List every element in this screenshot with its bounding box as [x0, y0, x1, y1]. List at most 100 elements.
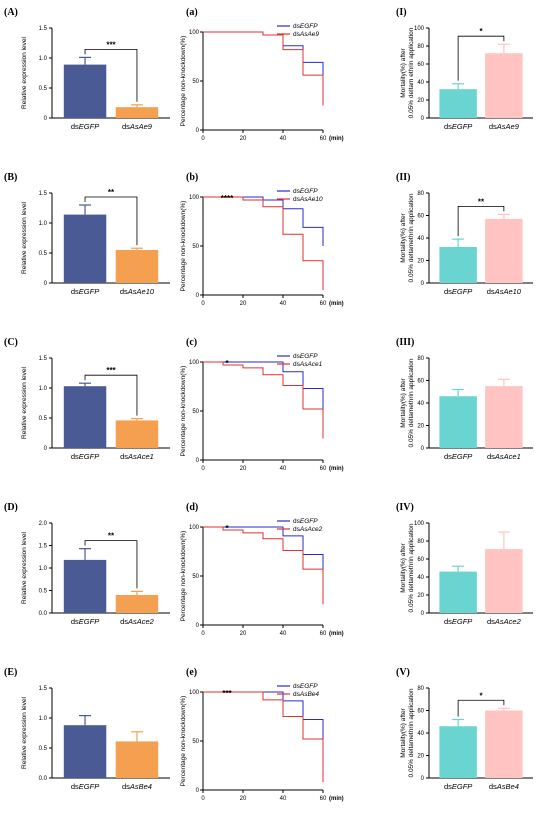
- survival-chart-b: (b) 0 50 100 0 20 40 60 (min) Percentage non-knoc…: [180, 172, 344, 307]
- y-axis-label-group: Mortality(%) after 0.05% deltamethrin app…: [400, 193, 415, 282]
- y-tick-label: 40: [417, 80, 424, 86]
- x-category-label: dsAsAe10: [487, 287, 522, 296]
- bar-chart-D: (D) 0.0 0.5 1.0 1.5 2.0 Relative expression le…: [4, 502, 170, 626]
- y-tick-label: 20: [417, 259, 424, 265]
- y-tick-label: 0: [196, 623, 200, 629]
- category-prefix: ds: [487, 452, 495, 461]
- category-prefix: ds: [487, 287, 495, 296]
- panel-label: (II): [396, 172, 410, 183]
- y-tick-label: 80: [417, 356, 424, 362]
- x-axis-unit: (min): [329, 136, 344, 142]
- y-axis-label-group: Percentage non-knockdown(%): [180, 36, 187, 127]
- series-line: [203, 691, 324, 783]
- x-category-label: dsEGFP: [444, 122, 472, 131]
- x-category-label: dsEGFP: [71, 617, 99, 626]
- significance-marker: **: [478, 197, 485, 206]
- x-category-label: dsEGFP: [71, 782, 99, 791]
- x-tick-label: 0: [201, 301, 205, 307]
- y-tick-label: 20: [417, 98, 424, 104]
- category-prefix: ds: [71, 617, 79, 626]
- y-tick-label: 1.0: [39, 386, 48, 392]
- y-tick-label: 1.0: [39, 566, 48, 572]
- significance-bracket: [84, 540, 138, 589]
- bar: [115, 741, 159, 778]
- bar: [485, 386, 523, 448]
- y-tick-label: 0: [421, 281, 425, 287]
- bar-chart-A: (A) 0 0.5 1.0 1.5 Relative expression level ds…: [4, 7, 170, 131]
- x-category-label: dsEGFP: [444, 617, 472, 626]
- y-tick-label: 1.5: [39, 26, 48, 32]
- category-name: AsAce2: [494, 617, 522, 626]
- y-tick-label: 1.5: [39, 191, 48, 197]
- category-prefix: ds: [71, 452, 79, 461]
- y-tick-label: 0: [44, 446, 48, 452]
- y-tick-label: 50: [192, 244, 199, 250]
- significance-bracket: [457, 699, 505, 717]
- x-axis-unit: (min): [329, 796, 344, 802]
- y-tick-label: 0.5: [39, 416, 48, 422]
- x-category-label: dsEGFP: [444, 452, 472, 461]
- y-tick-label: 0: [421, 446, 425, 452]
- bar: [115, 420, 159, 448]
- y-tick-label: 60: [417, 379, 424, 385]
- y-tick-label: 0.5: [39, 251, 48, 257]
- category-name: AsAe9: [496, 122, 520, 131]
- y-axis-label-group: Relative expression level: [21, 697, 28, 769]
- panel-label: (III): [396, 337, 414, 348]
- y-tick-label: 50: [192, 79, 199, 85]
- legend-name: AsBe4: [299, 691, 320, 698]
- legend-prefix: ds: [293, 353, 301, 360]
- y-tick-label: 40: [417, 575, 424, 581]
- legend-name: AsAe10: [299, 196, 323, 203]
- panel-label: (E): [4, 667, 17, 678]
- y-tick-label: 40: [417, 731, 424, 737]
- y-tick-label: 0: [196, 458, 200, 464]
- y-tick-label: 0.5: [39, 86, 48, 92]
- legend-prefix: ds: [293, 683, 301, 690]
- legend-name: EGFP: [300, 518, 318, 525]
- significance-marker: ***: [106, 366, 116, 375]
- y-tick-label: 60: [417, 62, 424, 68]
- significance-bracket: [84, 49, 138, 102]
- y-axis-label-group: Mortality(%) after 0.05% deltamethrin app…: [400, 523, 415, 612]
- y-tick-label: 0: [44, 116, 48, 122]
- legend-label: dsAsAe10: [293, 196, 323, 203]
- x-tick-label: 20: [240, 301, 247, 307]
- significance-marker: *: [225, 524, 229, 533]
- y-axis-label-group: Relative expression level: [21, 367, 28, 439]
- y-tick-label: 60: [417, 557, 424, 563]
- legend-label: dsEGFP: [293, 353, 318, 360]
- x-category-label: dsEGFP: [444, 287, 472, 296]
- legend-label: dsAsBe4: [293, 691, 319, 698]
- x-category-label: dsAsBe4: [122, 782, 152, 791]
- x-tick-label: 40: [280, 796, 287, 802]
- series-line: [203, 196, 324, 291]
- y-tick-label: 20: [417, 593, 424, 599]
- panel-label: (C): [4, 337, 18, 348]
- y-axis-label: Mortality(%) after: [400, 212, 407, 262]
- y-axis-label: Mortality(%) after: [400, 542, 407, 592]
- x-tick-label: 60: [320, 136, 327, 142]
- x-category-label: dsEGFP: [71, 122, 99, 131]
- legend-label: dsEGFP: [293, 518, 318, 525]
- category-prefix: ds: [444, 287, 452, 296]
- x-category-label: dsAsAce2: [120, 617, 155, 626]
- x-category-label: dsEGFP: [71, 287, 99, 296]
- legend-name: EGFP: [300, 23, 318, 30]
- y-axis-label: Mortality(%) after: [400, 707, 407, 757]
- bar: [439, 247, 477, 283]
- y-axis-label: Relative expression level: [21, 367, 28, 439]
- significance-marker: ****: [221, 194, 234, 203]
- significance-bracket: [84, 196, 138, 246]
- x-category-label: dsAsBe4: [489, 782, 519, 791]
- significance-bracket: [457, 205, 505, 237]
- legend-prefix: ds: [293, 23, 301, 30]
- panel-label: (B): [4, 172, 17, 183]
- y-tick-label: 100: [414, 521, 425, 527]
- y-tick-label: 1.5: [39, 686, 48, 692]
- panel-label: (A): [4, 7, 18, 18]
- category-name: AsAce1: [494, 452, 521, 461]
- y-tick-label: 0: [196, 788, 200, 794]
